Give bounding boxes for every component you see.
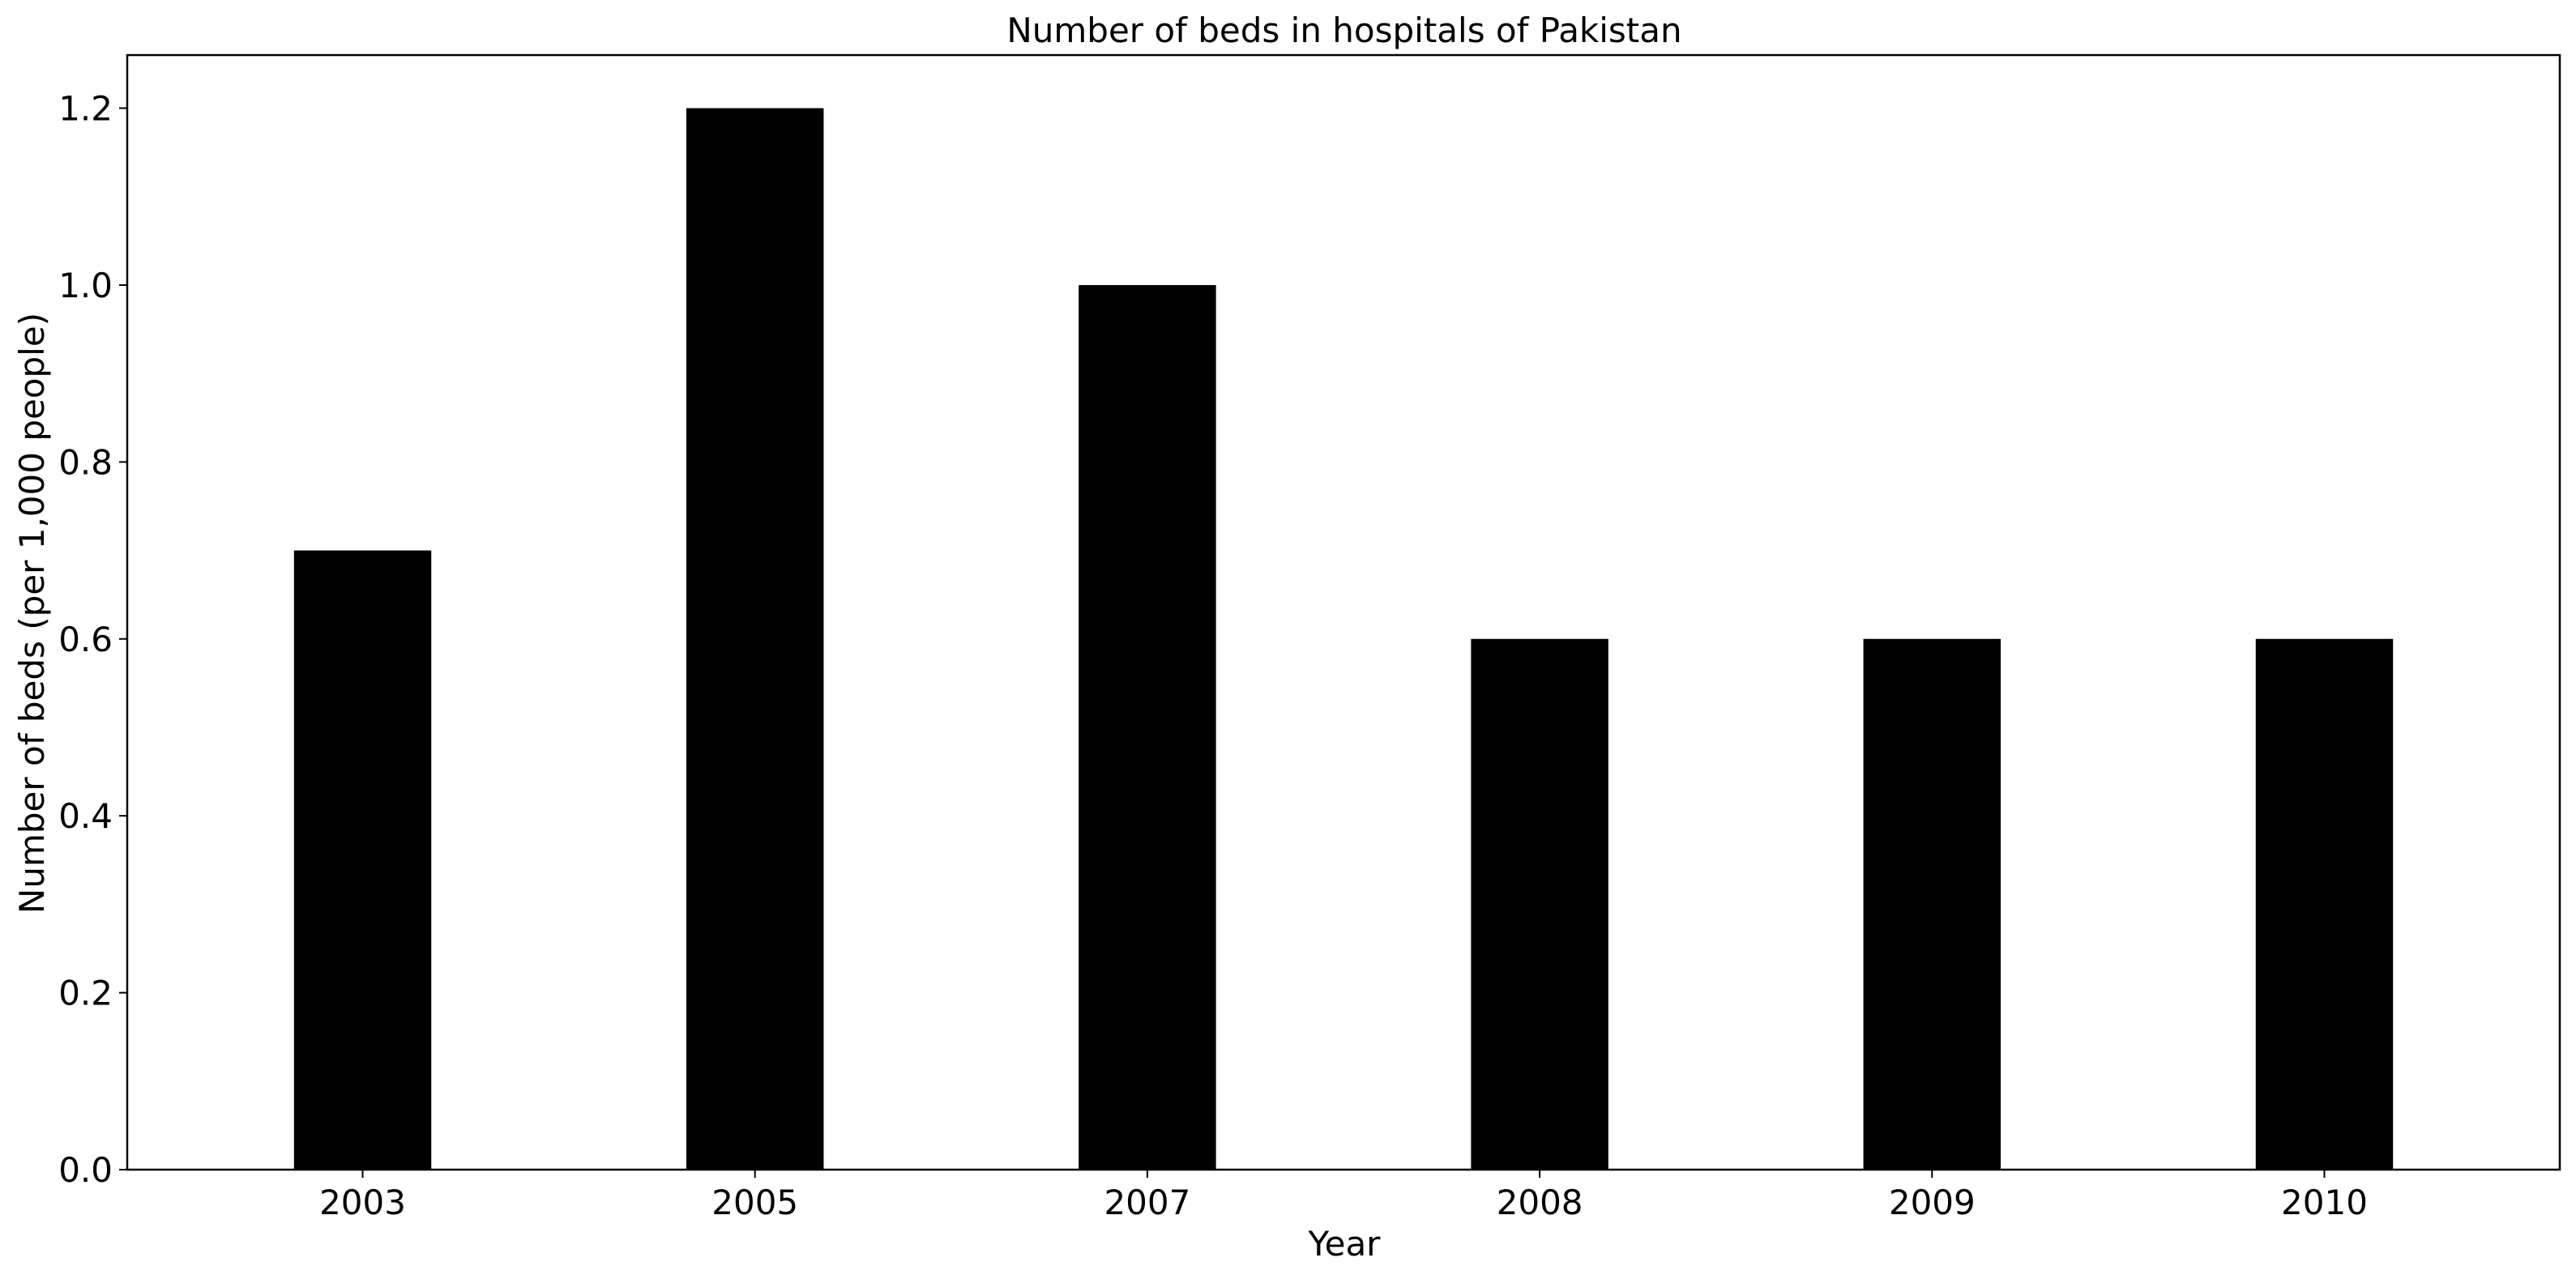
y-axis-label: Number of beds (per 1,000 people) <box>12 313 52 914</box>
y-tick-label: 0.6 <box>58 620 113 659</box>
x-tick-label: 2010 <box>2281 1183 2368 1222</box>
bars-group <box>293 108 2394 1170</box>
chart-title: Number of beds in hospitals of Pakistan <box>1006 11 1681 50</box>
y-tick-label: 1.0 <box>58 266 113 305</box>
x-tick-label: 2007 <box>1104 1183 1190 1222</box>
plot-frame <box>126 53 2561 1171</box>
x-tick-label: 2005 <box>711 1183 798 1222</box>
x-tick-label: 2008 <box>1497 1183 1583 1222</box>
y-tick-label: 0.0 <box>58 1150 113 1190</box>
x-axis: 2003 2005 2007 2008 2009 2010 <box>319 1170 2368 1222</box>
bar-2007 <box>1079 284 1216 1170</box>
x-tick-label: 2003 <box>319 1183 406 1222</box>
x-tick-label: 2009 <box>1889 1183 1976 1222</box>
bar-2010 <box>2255 638 2394 1170</box>
bar-2003 <box>293 550 432 1170</box>
y-axis: 0.0 0.2 0.4 0.6 0.8 1.0 1.2 <box>58 89 127 1190</box>
y-tick-label: 1.2 <box>58 89 113 129</box>
plot-area: 0.00.20.40.60.81.01.2 2003 2005 2007 2008 20… <box>58 53 2561 1222</box>
y-tick-label: 0.8 <box>58 442 113 482</box>
bar-2005 <box>686 108 824 1170</box>
bar-2009 <box>1863 638 2001 1170</box>
y-tick-label: 0.2 <box>58 974 113 1013</box>
bar-2008 <box>1471 638 1608 1170</box>
y-tick-label: 0.4 <box>58 796 113 836</box>
x-axis-label: Year <box>1308 1224 1382 1264</box>
